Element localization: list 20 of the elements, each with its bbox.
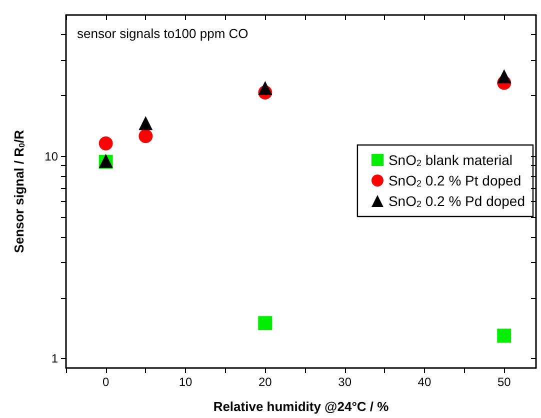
y-tick-label: 1 bbox=[51, 352, 58, 366]
point bbox=[497, 328, 512, 343]
point bbox=[138, 116, 153, 130]
point bbox=[138, 129, 153, 144]
legend-label: SnO2 0.2 % Pt doped bbox=[388, 172, 522, 188]
x-tick-label: 30 bbox=[338, 375, 352, 389]
text: sensor signals to100 ppm CO bbox=[77, 26, 248, 41]
x-tick-label: 40 bbox=[418, 375, 432, 389]
point bbox=[98, 136, 113, 150]
y-axis-title: Sensor signal / R0/R bbox=[12, 129, 26, 253]
point bbox=[497, 69, 512, 84]
x-tick-label: 0 bbox=[102, 375, 110, 389]
point bbox=[258, 316, 272, 330]
x-tick-label: 10 bbox=[178, 375, 192, 389]
point bbox=[258, 80, 272, 95]
x-tick-label: 20 bbox=[258, 375, 272, 389]
x-axis-title: Relative humidity @24°C / % bbox=[213, 399, 390, 414]
legend-label: SnO2 0.2 % Pd doped bbox=[388, 193, 526, 209]
x-tick-label: 50 bbox=[497, 375, 512, 389]
legend-label: SnO2 blank material bbox=[388, 152, 513, 168]
